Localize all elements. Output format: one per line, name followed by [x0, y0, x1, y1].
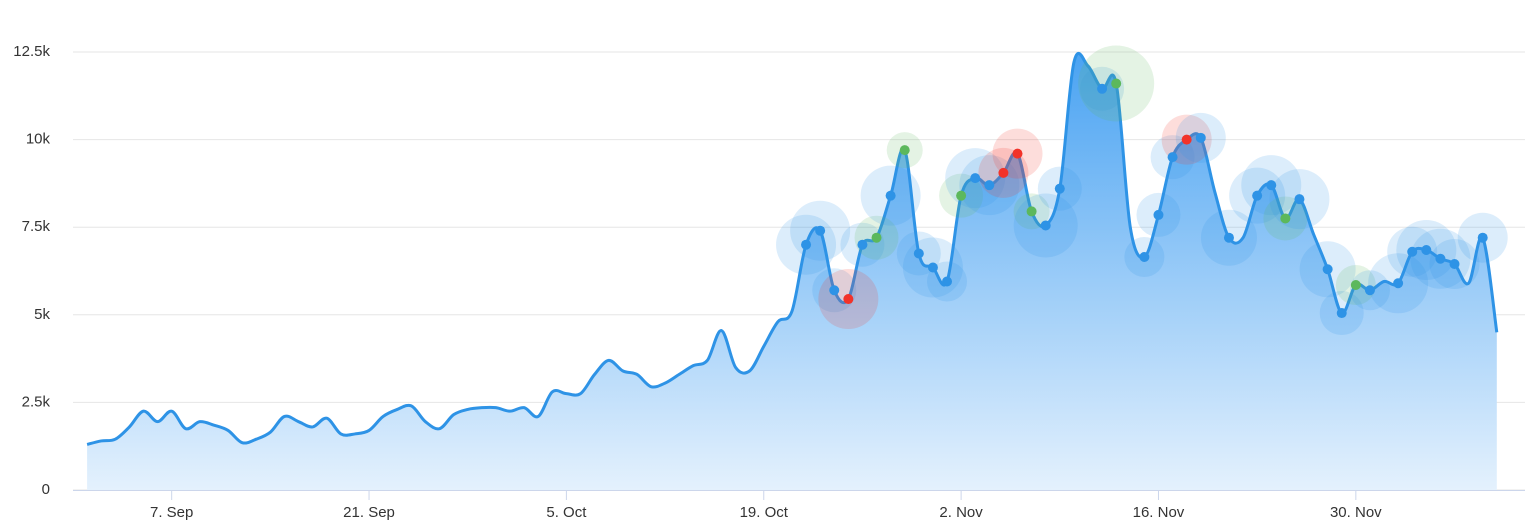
x-tick-label: 30. Nov [1330, 504, 1382, 521]
marker [1097, 83, 1108, 94]
marker [1435, 253, 1446, 264]
area-fill [87, 53, 1497, 491]
marker [1167, 152, 1178, 163]
marker [956, 190, 967, 201]
marker [927, 262, 938, 273]
y-tick-label: 12.5k [13, 43, 50, 60]
marker [1040, 220, 1051, 231]
marker [1449, 258, 1460, 269]
marker [1364, 285, 1375, 296]
marker [1336, 308, 1347, 319]
marker [899, 145, 910, 156]
x-tick-label: 7. Sep [150, 504, 193, 521]
marker [1139, 251, 1150, 262]
marker [1054, 183, 1065, 194]
marker [871, 232, 882, 243]
x-tick-label: 5. Oct [546, 504, 587, 521]
marker [885, 190, 896, 201]
marker [1322, 264, 1333, 275]
marker [1111, 78, 1122, 89]
marker [1407, 246, 1418, 257]
marker [815, 225, 826, 236]
y-tick-label: 7.5k [22, 218, 51, 235]
marker [1280, 213, 1291, 224]
x-tick-label: 19. Oct [740, 504, 789, 521]
marker [843, 294, 854, 305]
marker [942, 276, 953, 287]
marker [1223, 232, 1234, 243]
marker [857, 239, 868, 250]
marker [984, 180, 995, 191]
marker [1012, 148, 1023, 159]
y-tick-label: 5k [34, 306, 50, 323]
marker [829, 285, 840, 296]
marker [913, 248, 924, 259]
marker [801, 239, 812, 250]
marker [1026, 206, 1037, 217]
marker [998, 167, 1009, 178]
marker [1195, 132, 1206, 143]
marker [1294, 194, 1305, 205]
x-tick-label: 2. Nov [939, 504, 983, 521]
marker [970, 173, 981, 184]
marker [1421, 244, 1432, 255]
y-tick-label: 0 [42, 481, 50, 498]
x-tick-label: 16. Nov [1133, 504, 1185, 521]
marker [1252, 190, 1263, 201]
marker [1266, 180, 1277, 191]
y-tick-label: 2.5k [22, 393, 51, 410]
marker [1181, 134, 1192, 145]
marker [1477, 232, 1488, 243]
marker [1153, 209, 1164, 220]
marker [1393, 278, 1404, 289]
marker [1350, 280, 1361, 291]
y-tick-label: 10k [26, 131, 51, 148]
x-tick-label: 21. Sep [343, 504, 395, 521]
